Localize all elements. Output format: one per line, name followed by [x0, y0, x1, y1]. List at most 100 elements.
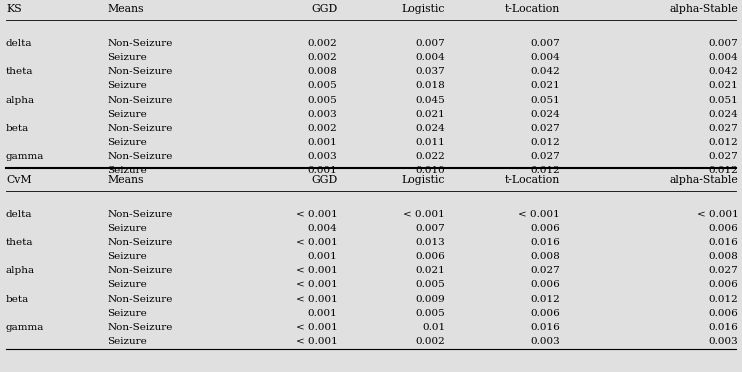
Text: 0.007: 0.007: [531, 39, 560, 48]
Text: < 0.001: < 0.001: [404, 210, 445, 219]
Text: 0.027: 0.027: [709, 266, 738, 275]
Text: 0.004: 0.004: [416, 53, 445, 62]
Text: 0.016: 0.016: [709, 238, 738, 247]
Text: theta: theta: [6, 238, 33, 247]
Text: gamma: gamma: [6, 323, 45, 332]
Text: Non-Seizure: Non-Seizure: [108, 238, 173, 247]
Text: 0.021: 0.021: [416, 110, 445, 119]
Text: 0.022: 0.022: [416, 152, 445, 161]
Text: 0.006: 0.006: [531, 280, 560, 289]
Text: Means: Means: [108, 4, 144, 14]
Text: 0.016: 0.016: [531, 238, 560, 247]
Text: Non-Seizure: Non-Seizure: [108, 67, 173, 76]
Text: Non-Seizure: Non-Seizure: [108, 124, 173, 133]
Text: Seizure: Seizure: [108, 166, 148, 175]
Text: 0.005: 0.005: [308, 96, 338, 105]
Text: 0.006: 0.006: [709, 224, 738, 233]
Text: alpha: alpha: [6, 96, 35, 105]
Text: < 0.001: < 0.001: [296, 295, 338, 304]
Text: 0.027: 0.027: [531, 266, 560, 275]
Text: 0.045: 0.045: [416, 96, 445, 105]
Text: 0.021: 0.021: [531, 81, 560, 90]
Text: Non-Seizure: Non-Seizure: [108, 323, 173, 332]
Text: delta: delta: [6, 39, 33, 48]
Text: Seizure: Seizure: [108, 138, 148, 147]
Text: 0.004: 0.004: [531, 53, 560, 62]
Text: GGD: GGD: [312, 175, 338, 185]
Text: 0.005: 0.005: [416, 280, 445, 289]
Text: Seizure: Seizure: [108, 280, 148, 289]
Text: Logistic: Logistic: [402, 4, 445, 14]
Text: t-Location: t-Location: [505, 4, 560, 14]
Text: 0.012: 0.012: [531, 295, 560, 304]
Text: Seizure: Seizure: [108, 53, 148, 62]
Text: 0.027: 0.027: [531, 124, 560, 133]
Text: 0.005: 0.005: [416, 309, 445, 318]
Text: delta: delta: [6, 210, 33, 219]
Text: 0.008: 0.008: [709, 252, 738, 261]
Text: 0.003: 0.003: [531, 337, 560, 346]
Text: 0.024: 0.024: [709, 110, 738, 119]
Text: 0.027: 0.027: [531, 152, 560, 161]
Text: 0.008: 0.008: [531, 252, 560, 261]
Text: beta: beta: [6, 295, 29, 304]
Text: 0.006: 0.006: [416, 252, 445, 261]
Text: beta: beta: [6, 124, 29, 133]
Text: alpha: alpha: [6, 266, 35, 275]
Text: 0.005: 0.005: [308, 81, 338, 90]
Text: 0.006: 0.006: [531, 224, 560, 233]
Text: GGD: GGD: [312, 4, 338, 14]
Text: 0.012: 0.012: [709, 295, 738, 304]
Text: 0.006: 0.006: [531, 309, 560, 318]
Text: Non-Seizure: Non-Seizure: [108, 210, 173, 219]
Text: 0.016: 0.016: [531, 323, 560, 332]
Text: KS: KS: [6, 4, 22, 14]
Text: Non-Seizure: Non-Seizure: [108, 152, 173, 161]
Text: 0.007: 0.007: [416, 39, 445, 48]
Text: Non-Seizure: Non-Seizure: [108, 266, 173, 275]
Text: < 0.001: < 0.001: [296, 210, 338, 219]
Text: 0.001: 0.001: [308, 138, 338, 147]
Text: < 0.001: < 0.001: [296, 280, 338, 289]
Text: 0.002: 0.002: [416, 337, 445, 346]
Text: < 0.001: < 0.001: [296, 266, 338, 275]
Text: 0.003: 0.003: [308, 152, 338, 161]
Text: alpha-Stable: alpha-Stable: [669, 4, 738, 14]
Text: 0.003: 0.003: [308, 110, 338, 119]
Text: < 0.001: < 0.001: [296, 238, 338, 247]
Text: 0.021: 0.021: [709, 81, 738, 90]
Text: t-Location: t-Location: [505, 175, 560, 185]
Text: 0.007: 0.007: [416, 224, 445, 233]
Text: 0.024: 0.024: [531, 110, 560, 119]
Text: alpha-Stable: alpha-Stable: [669, 175, 738, 185]
Text: 0.001: 0.001: [308, 309, 338, 318]
Text: 0.01: 0.01: [422, 323, 445, 332]
Text: 0.013: 0.013: [416, 238, 445, 247]
Text: 0.008: 0.008: [308, 67, 338, 76]
Text: 0.010: 0.010: [416, 166, 445, 175]
Text: 0.006: 0.006: [709, 280, 738, 289]
Text: 0.006: 0.006: [709, 309, 738, 318]
Text: 0.012: 0.012: [531, 166, 560, 175]
Text: Means: Means: [108, 175, 144, 185]
Text: 0.011: 0.011: [416, 138, 445, 147]
Text: 0.051: 0.051: [709, 96, 738, 105]
Text: < 0.001: < 0.001: [697, 210, 738, 219]
Text: < 0.001: < 0.001: [296, 323, 338, 332]
Text: < 0.001: < 0.001: [296, 337, 338, 346]
Text: 0.003: 0.003: [709, 337, 738, 346]
Text: 0.002: 0.002: [308, 124, 338, 133]
Text: 0.012: 0.012: [709, 138, 738, 147]
Text: Non-Seizure: Non-Seizure: [108, 295, 173, 304]
Text: Seizure: Seizure: [108, 224, 148, 233]
Text: 0.016: 0.016: [709, 323, 738, 332]
Text: 0.024: 0.024: [416, 124, 445, 133]
Text: 0.004: 0.004: [709, 53, 738, 62]
Text: Seizure: Seizure: [108, 81, 148, 90]
Text: < 0.001: < 0.001: [519, 210, 560, 219]
Text: Seizure: Seizure: [108, 309, 148, 318]
Text: 0.042: 0.042: [709, 67, 738, 76]
Text: 0.002: 0.002: [308, 39, 338, 48]
Text: 0.001: 0.001: [308, 252, 338, 261]
Text: 0.027: 0.027: [709, 152, 738, 161]
